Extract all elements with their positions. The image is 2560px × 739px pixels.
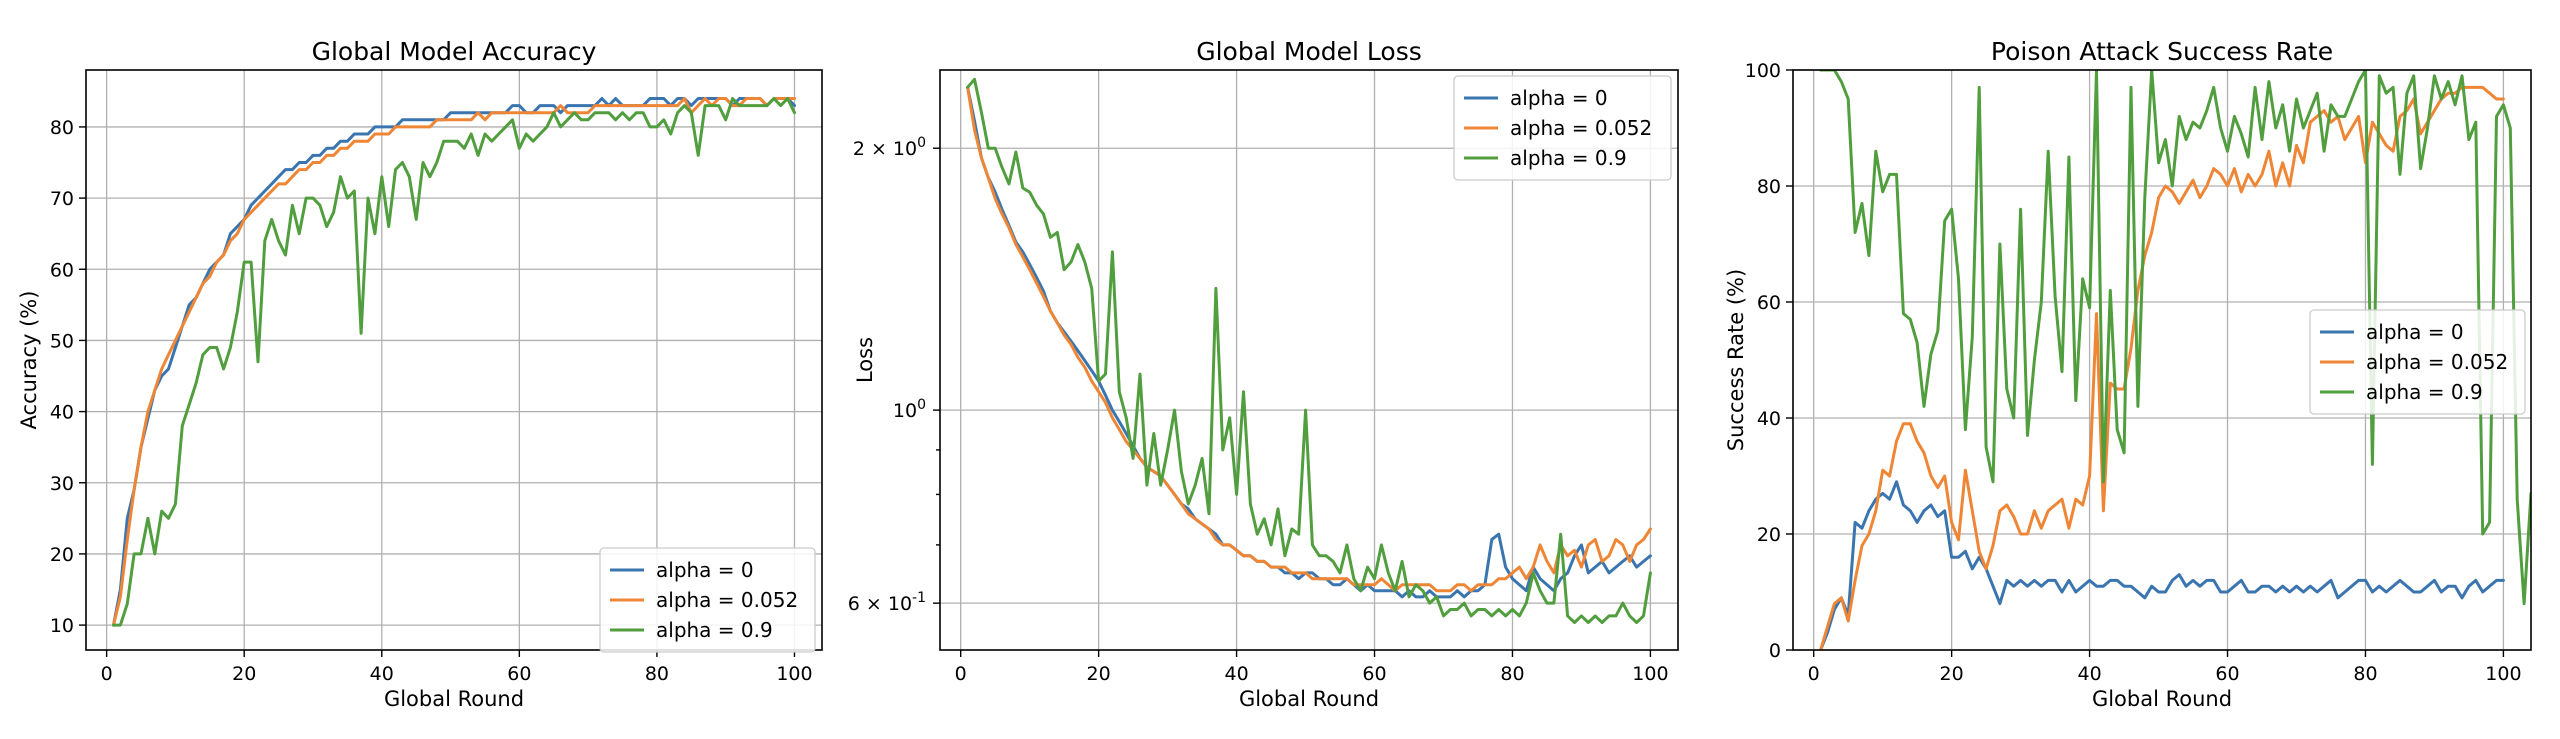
- y-tick-label: 20: [50, 544, 74, 566]
- x-tick-label: 40: [1224, 663, 1248, 685]
- x-tick-label: 80: [2353, 663, 2377, 685]
- y-axis-label: Accuracy (%): [17, 291, 41, 430]
- y-tick-label: 80: [50, 117, 74, 139]
- series-line-2: [1819, 70, 2531, 606]
- x-tick-label: 100: [1632, 663, 1668, 685]
- x-tick-label: 40: [370, 663, 394, 685]
- y-tick-label: 20: [1757, 524, 1781, 546]
- x-tick-label: 0: [1808, 663, 1820, 685]
- axes-frame: [939, 69, 1679, 651]
- y-tick-label: 80: [1757, 176, 1781, 198]
- series-group: [1819, 70, 2531, 650]
- legend: alpha = 0 alpha = 0.052 alpha = 0.9: [1453, 75, 1672, 181]
- y-axis-label: Loss: [853, 337, 877, 383]
- series-line-0: [112, 97, 796, 627]
- accuracy-panel: 0 20 40 60 80 100 10 20 30 40 50 60 70 80 Global Model…: [17, 37, 823, 711]
- y-tick-label: 70: [50, 188, 74, 210]
- loss-panel: 0 20 40 60 80 100 2 × 100 100 6 × 10-1 Global Mod…: [848, 37, 1679, 711]
- legend-entry: alpha = 0.052: [656, 588, 798, 612]
- legend: alpha = 0 alpha = 0.052 alpha = 0.9: [599, 547, 816, 653]
- series-line-0: [1819, 480, 2505, 650]
- x-tick-label: 60: [1362, 663, 1386, 685]
- y-tick-label: 10: [50, 615, 74, 637]
- legend-entry: alpha = 0: [2366, 320, 2464, 344]
- y-tick-label: 100: [893, 397, 926, 422]
- x-tick-label: 20: [232, 663, 256, 685]
- x-tick-label: 100: [2485, 663, 2521, 685]
- y-tick-label: 100: [1745, 60, 1781, 82]
- series-line-1: [112, 97, 796, 627]
- legend-entry: alpha = 0.052: [2366, 350, 2508, 374]
- series-line-1: [966, 85, 1652, 593]
- series-group: [966, 77, 1652, 624]
- x-axis-label: Global Round: [384, 687, 524, 711]
- legend-entry: alpha = 0.9: [2366, 380, 2483, 404]
- axes-frame: [85, 69, 823, 651]
- chart-title: Poison Attack Success Rate: [1991, 37, 2333, 66]
- legend-box: [599, 547, 816, 653]
- legend-box: [2309, 309, 2526, 415]
- legend-entry: alpha = 0: [1510, 86, 1608, 110]
- y-tick-label: 6 × 10-1: [848, 590, 926, 615]
- chart-title: Global Model Loss: [1196, 37, 1422, 66]
- legend: alpha = 0 alpha = 0.052 alpha = 0.9: [2309, 309, 2526, 415]
- legend-entry: alpha = 0.052: [1510, 116, 1652, 140]
- chart-title: Global Model Accuracy: [312, 37, 597, 66]
- legend-entry: alpha = 0.9: [656, 618, 773, 642]
- x-axis-label: Global Round: [2092, 687, 2232, 711]
- y-tick-label: 40: [50, 402, 74, 424]
- x-axis-label: Global Round: [1239, 687, 1379, 711]
- x-tick-label: 20: [1940, 663, 1964, 685]
- x-tick-label: 40: [2077, 663, 2101, 685]
- series-line-2: [112, 97, 796, 627]
- legend-box: [1453, 75, 1672, 181]
- y-tick-label: 60: [50, 259, 74, 281]
- x-tick-label: 100: [776, 663, 812, 685]
- x-tick-label: 60: [2215, 663, 2239, 685]
- axes-frame: [1792, 69, 2532, 651]
- series-line-0: [966, 85, 1652, 599]
- x-tick-label: 20: [1087, 663, 1111, 685]
- y-tick-label: 2 × 100: [853, 135, 926, 160]
- y-tick-label: 0: [1769, 640, 1781, 662]
- legend-entry: alpha = 0: [656, 558, 754, 582]
- success-rate-panel: 0 20 40 60 80 100 0 20 40 60 80 100 Poison Attack Su…: [1724, 37, 2532, 711]
- y-tick-label: 50: [50, 330, 74, 352]
- x-tick-label: 80: [645, 663, 669, 685]
- y-tick-label: 60: [1757, 292, 1781, 314]
- x-tick-label: 80: [1500, 663, 1524, 685]
- x-tick-label: 60: [507, 663, 531, 685]
- y-axis-label: Success Rate (%): [1724, 269, 1748, 451]
- series-line-1: [1819, 85, 2505, 650]
- y-tick-label: 30: [50, 473, 74, 495]
- series-group: [112, 97, 796, 627]
- series-line-2: [966, 77, 1652, 624]
- x-tick-label: 0: [955, 663, 967, 685]
- y-tick-label: 40: [1757, 408, 1781, 430]
- x-tick-label: 0: [101, 663, 113, 685]
- legend-entry: alpha = 0.9: [1510, 146, 1627, 170]
